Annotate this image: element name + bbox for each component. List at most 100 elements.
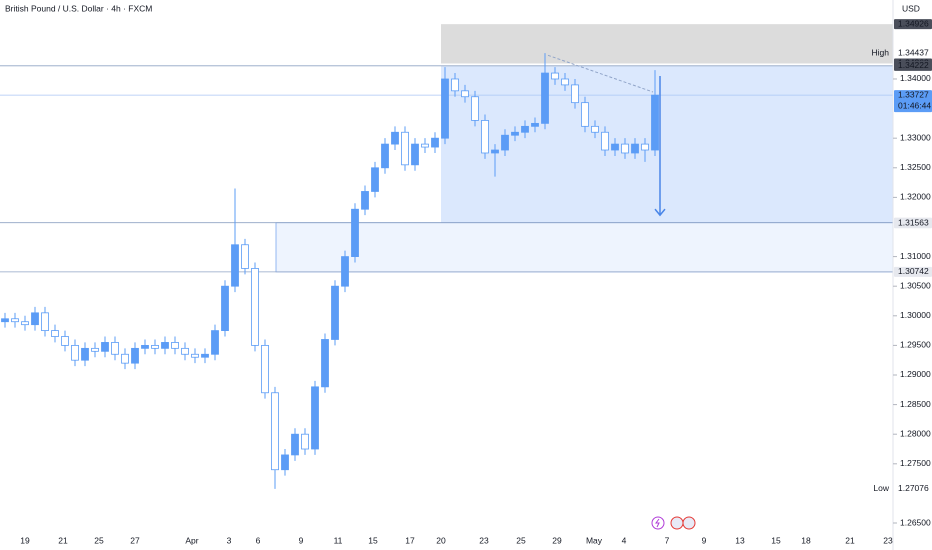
candle-body <box>631 143 639 154</box>
candle-body <box>441 78 449 139</box>
candle-body <box>611 143 619 151</box>
price-tag-label: 1.31563 <box>898 218 929 228</box>
y-tick-label: 1.33000 <box>900 132 931 142</box>
candle-body <box>401 131 409 166</box>
zone <box>441 65 893 223</box>
candle-body <box>461 90 469 98</box>
candle-body <box>61 336 69 346</box>
price-tag-label: 1.34222 <box>898 60 929 70</box>
candle-body <box>121 353 129 364</box>
candle-body <box>641 143 649 151</box>
y-tick-label: 1.32500 <box>900 162 931 172</box>
zone <box>441 24 893 64</box>
candle-body <box>91 347 99 352</box>
arrow-head <box>654 208 666 217</box>
x-tick-label: 9 <box>702 535 707 545</box>
candle-body <box>341 256 349 287</box>
x-tick-label: 23 <box>479 535 489 545</box>
price-tag <box>894 60 932 71</box>
x-tick-label: 20 <box>436 535 446 545</box>
candle-body <box>421 143 429 148</box>
x-tick-label: May <box>586 535 603 545</box>
candle-body <box>31 312 39 326</box>
candle-body <box>591 125 599 133</box>
y-tick-label: 1.30500 <box>900 280 931 290</box>
candle-body <box>551 72 559 80</box>
price-note: Low <box>873 483 889 493</box>
candle-body <box>381 143 389 169</box>
candle-body <box>221 285 229 331</box>
price-tag <box>894 48 932 59</box>
candle-body <box>351 208 359 257</box>
candle-body <box>111 342 119 355</box>
price-tag-label: 1.33727 <box>898 89 929 99</box>
x-tick-label: 13 <box>735 535 745 545</box>
candle-body <box>571 84 579 104</box>
y-tick-label: 1.32000 <box>900 192 931 202</box>
candle-body <box>201 353 209 358</box>
candle-body <box>51 330 59 337</box>
candle-body <box>431 137 439 148</box>
price-tag <box>894 218 932 229</box>
zone <box>275 222 894 273</box>
candle-body <box>511 131 519 136</box>
candle-body <box>481 120 489 154</box>
candle-body <box>21 321 29 326</box>
candle-body <box>411 143 419 166</box>
x-tick-label: 29 <box>552 535 562 545</box>
event-icon[interactable] <box>670 516 684 530</box>
candle-body <box>601 131 609 151</box>
candle-body <box>231 244 239 287</box>
x-tick-label: 11 <box>334 535 343 545</box>
x-tick-label: 21 <box>845 535 855 545</box>
y-tick-label: 1.28000 <box>900 428 931 438</box>
chart-title: British Pound / U.S. Dollar · 4h · FXCM <box>5 3 152 13</box>
event-icons[interactable] <box>651 516 696 530</box>
y-tick-label: 1.29500 <box>900 340 931 350</box>
candle-body <box>181 347 189 355</box>
x-tick-label: 15 <box>368 535 378 545</box>
candle-body <box>211 330 219 355</box>
candle-body <box>261 344 269 394</box>
candle-body <box>581 102 589 127</box>
price-tag <box>894 266 932 277</box>
price-tag <box>894 483 932 494</box>
candle-body <box>391 131 399 145</box>
x-tick-label: 7 <box>665 535 670 545</box>
x-tick-label: 27 <box>130 535 140 545</box>
y-tick-label: 1.31000 <box>900 251 931 261</box>
candle-body <box>451 78 459 92</box>
candle-body <box>241 244 249 269</box>
candle-body <box>101 342 109 352</box>
candle-body <box>561 78 569 86</box>
x-tick-label: 17 <box>405 535 415 545</box>
candle-body <box>171 342 179 349</box>
candle-body <box>11 318 19 323</box>
event-icon[interactable] <box>682 516 696 530</box>
x-tick-label: 19 <box>20 535 30 545</box>
countdown-label: 01:46:44 <box>898 100 931 110</box>
x-tick-label: 15 <box>771 535 781 545</box>
candle-body <box>271 392 279 471</box>
candle-body <box>371 167 379 192</box>
x-tick-label: 25 <box>516 535 526 545</box>
x-tick-label: 25 <box>94 535 104 545</box>
candle-body <box>151 344 159 349</box>
x-tick-label: 18 <box>801 535 811 545</box>
y-tick-label: 1.26500 <box>900 517 931 527</box>
price-tag <box>894 19 932 30</box>
x-tick-label: Apr <box>185 535 198 545</box>
candle-body <box>301 433 309 450</box>
price-note: High <box>872 47 890 57</box>
x-tick-label: 23 <box>883 535 893 545</box>
candle-body <box>471 96 479 121</box>
candle-body <box>71 344 79 361</box>
candle-body <box>131 347 139 364</box>
candle-body <box>531 122 539 127</box>
candle-body <box>41 312 49 331</box>
y-tick-label: 1.27500 <box>900 458 931 468</box>
candle-body <box>541 72 549 124</box>
candle-body <box>1 318 9 323</box>
candle-body <box>501 134 509 151</box>
